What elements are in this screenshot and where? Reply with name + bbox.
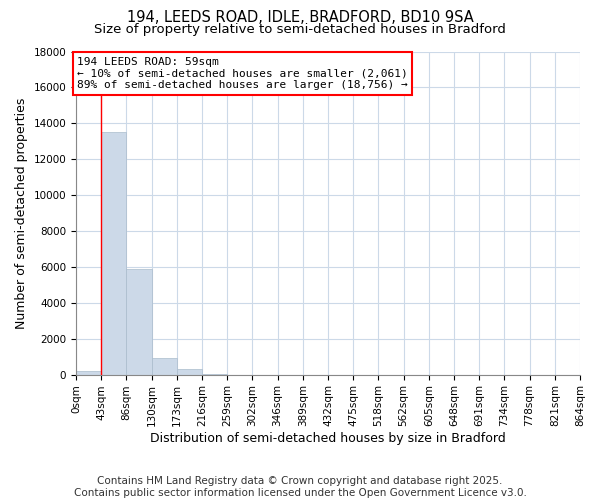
Bar: [152, 358, 177, 374]
Bar: [127, 268, 152, 374]
Text: 194 LEEDS ROAD: 59sqm
← 10% of semi-detached houses are smaller (2,061)
89% of s: 194 LEEDS ROAD: 59sqm ← 10% of semi-deta…: [77, 57, 408, 90]
Text: Contains HM Land Registry data © Crown copyright and database right 2025.
Contai: Contains HM Land Registry data © Crown c…: [74, 476, 526, 498]
Bar: [101, 132, 127, 374]
Text: Size of property relative to semi-detached houses in Bradford: Size of property relative to semi-detach…: [94, 22, 506, 36]
Bar: [76, 371, 101, 374]
X-axis label: Distribution of semi-detached houses by size in Bradford: Distribution of semi-detached houses by …: [150, 432, 506, 445]
Text: 194, LEEDS ROAD, IDLE, BRADFORD, BD10 9SA: 194, LEEDS ROAD, IDLE, BRADFORD, BD10 9S…: [127, 10, 473, 25]
Bar: [177, 369, 202, 374]
Y-axis label: Number of semi-detached properties: Number of semi-detached properties: [15, 98, 28, 328]
